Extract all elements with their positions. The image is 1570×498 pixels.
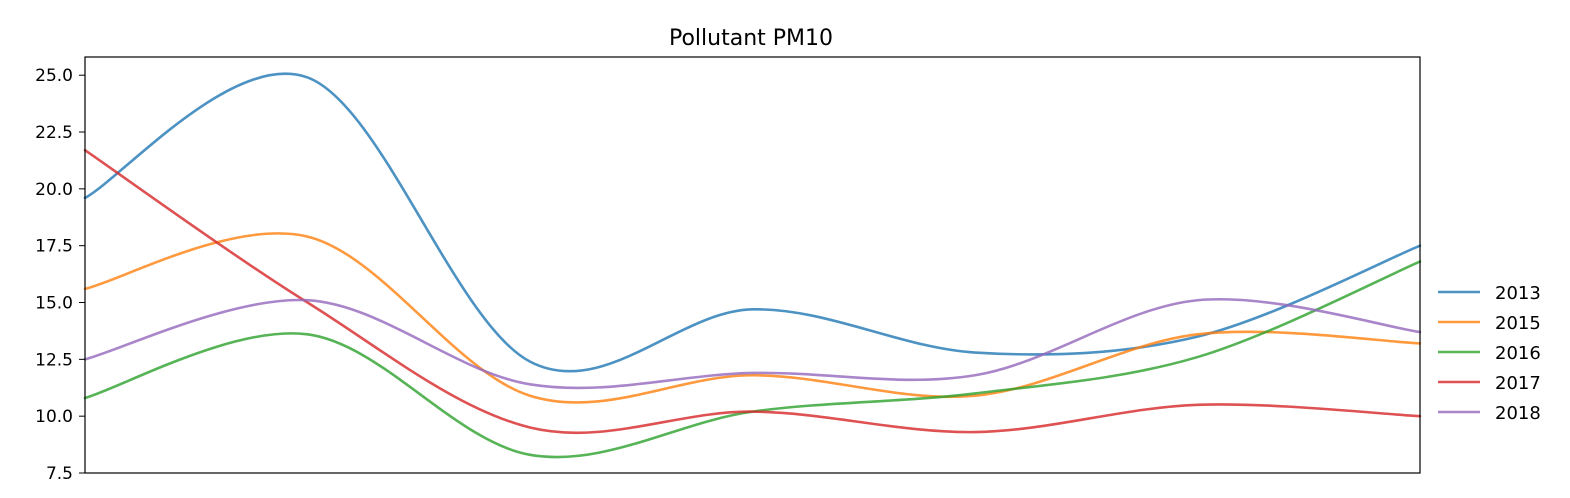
- series-line-2013: [83, 72, 1422, 373]
- y-tick-label: 22.5: [35, 123, 73, 143]
- legend: 2013 2015 2016 2017 2018: [1438, 283, 1541, 424]
- legend-label-2013: 2013: [1495, 283, 1541, 304]
- y-tick-label: 17.5: [35, 237, 73, 257]
- series-line-2017: [83, 148, 1422, 435]
- y-axis: 7.5 10.0 12.5 15.0 17.5 20.0 22.5 25.0: [35, 66, 85, 484]
- series-line-2018: [83, 298, 1422, 390]
- legend-label-2016: 2016: [1495, 343, 1541, 364]
- y-tick-label: 7.5: [46, 464, 73, 484]
- y-tick-label: 10.0: [35, 407, 73, 427]
- legend-label-2018: 2018: [1495, 403, 1541, 424]
- series-layer: [83, 72, 1422, 459]
- chart-title: Pollutant PM10: [669, 26, 833, 51]
- series-line-2016: [83, 260, 1422, 459]
- legend-label-2017: 2017: [1495, 373, 1541, 394]
- y-tick-label: 15.0: [35, 294, 73, 314]
- legend-label-2015: 2015: [1495, 313, 1541, 334]
- series-line-2015: [83, 232, 1422, 404]
- y-tick-label: 25.0: [35, 66, 73, 86]
- y-tick-label: 20.0: [35, 180, 73, 200]
- plot-frame: [84, 56, 1421, 474]
- y-tick-label: 12.5: [35, 350, 73, 370]
